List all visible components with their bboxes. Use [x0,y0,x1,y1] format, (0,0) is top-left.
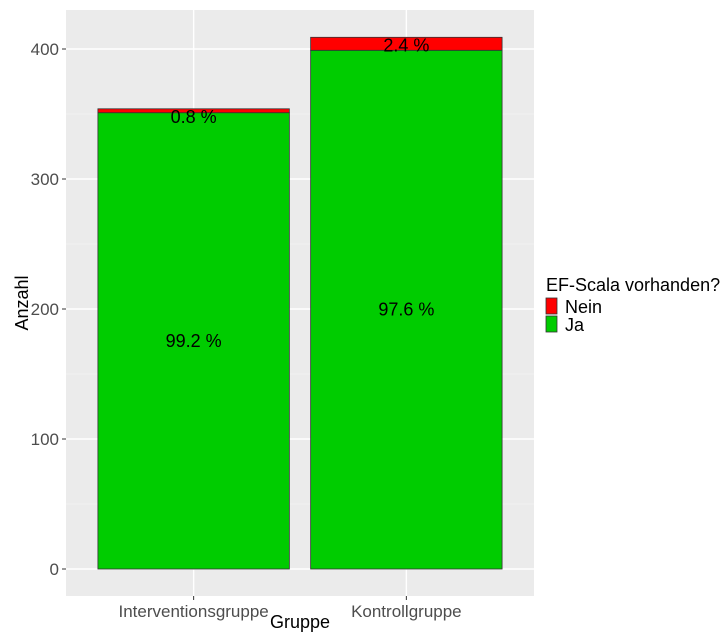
y-axis-title: Anzahl [12,275,32,330]
y-tick-label: 200 [31,300,59,319]
bars: 99.2 % 0.8 % 97.6 % 2.4 % [97,35,503,570]
x-tick-label: Interventionsgruppe [118,602,268,621]
bar-percent-label: 99.2 % [166,331,222,351]
legend-label-nein: Nein [565,297,602,317]
bar-nein-1 [97,108,290,114]
bar-percent-label: 0.8 % [171,107,217,127]
y-tick-label: 300 [31,170,59,189]
bar-ja-2 [310,49,503,570]
y-tick-label: 0 [50,560,59,579]
y-axis: 0 100 200 300 400 [31,40,66,579]
y-tick-label: 400 [31,40,59,59]
x-axis: Interventionsgruppe Kontrollgruppe [118,596,462,621]
bar-percent-label: 97.6 % [378,300,434,320]
legend-key-ja [545,315,558,333]
y-tick-label: 100 [31,430,59,449]
x-tick-label: Kontrollgruppe [351,602,462,621]
legend-key-nein [545,297,558,315]
legend-label-ja: Ja [565,315,585,335]
legend: EF-Scala vorhanden? Nein Ja [545,275,720,335]
bar-nein-2 [310,36,503,51]
bar-percent-label: 2.4 % [383,35,429,55]
x-axis-title: Gruppe [270,612,330,632]
legend-title: EF-Scala vorhanden? [546,275,720,295]
